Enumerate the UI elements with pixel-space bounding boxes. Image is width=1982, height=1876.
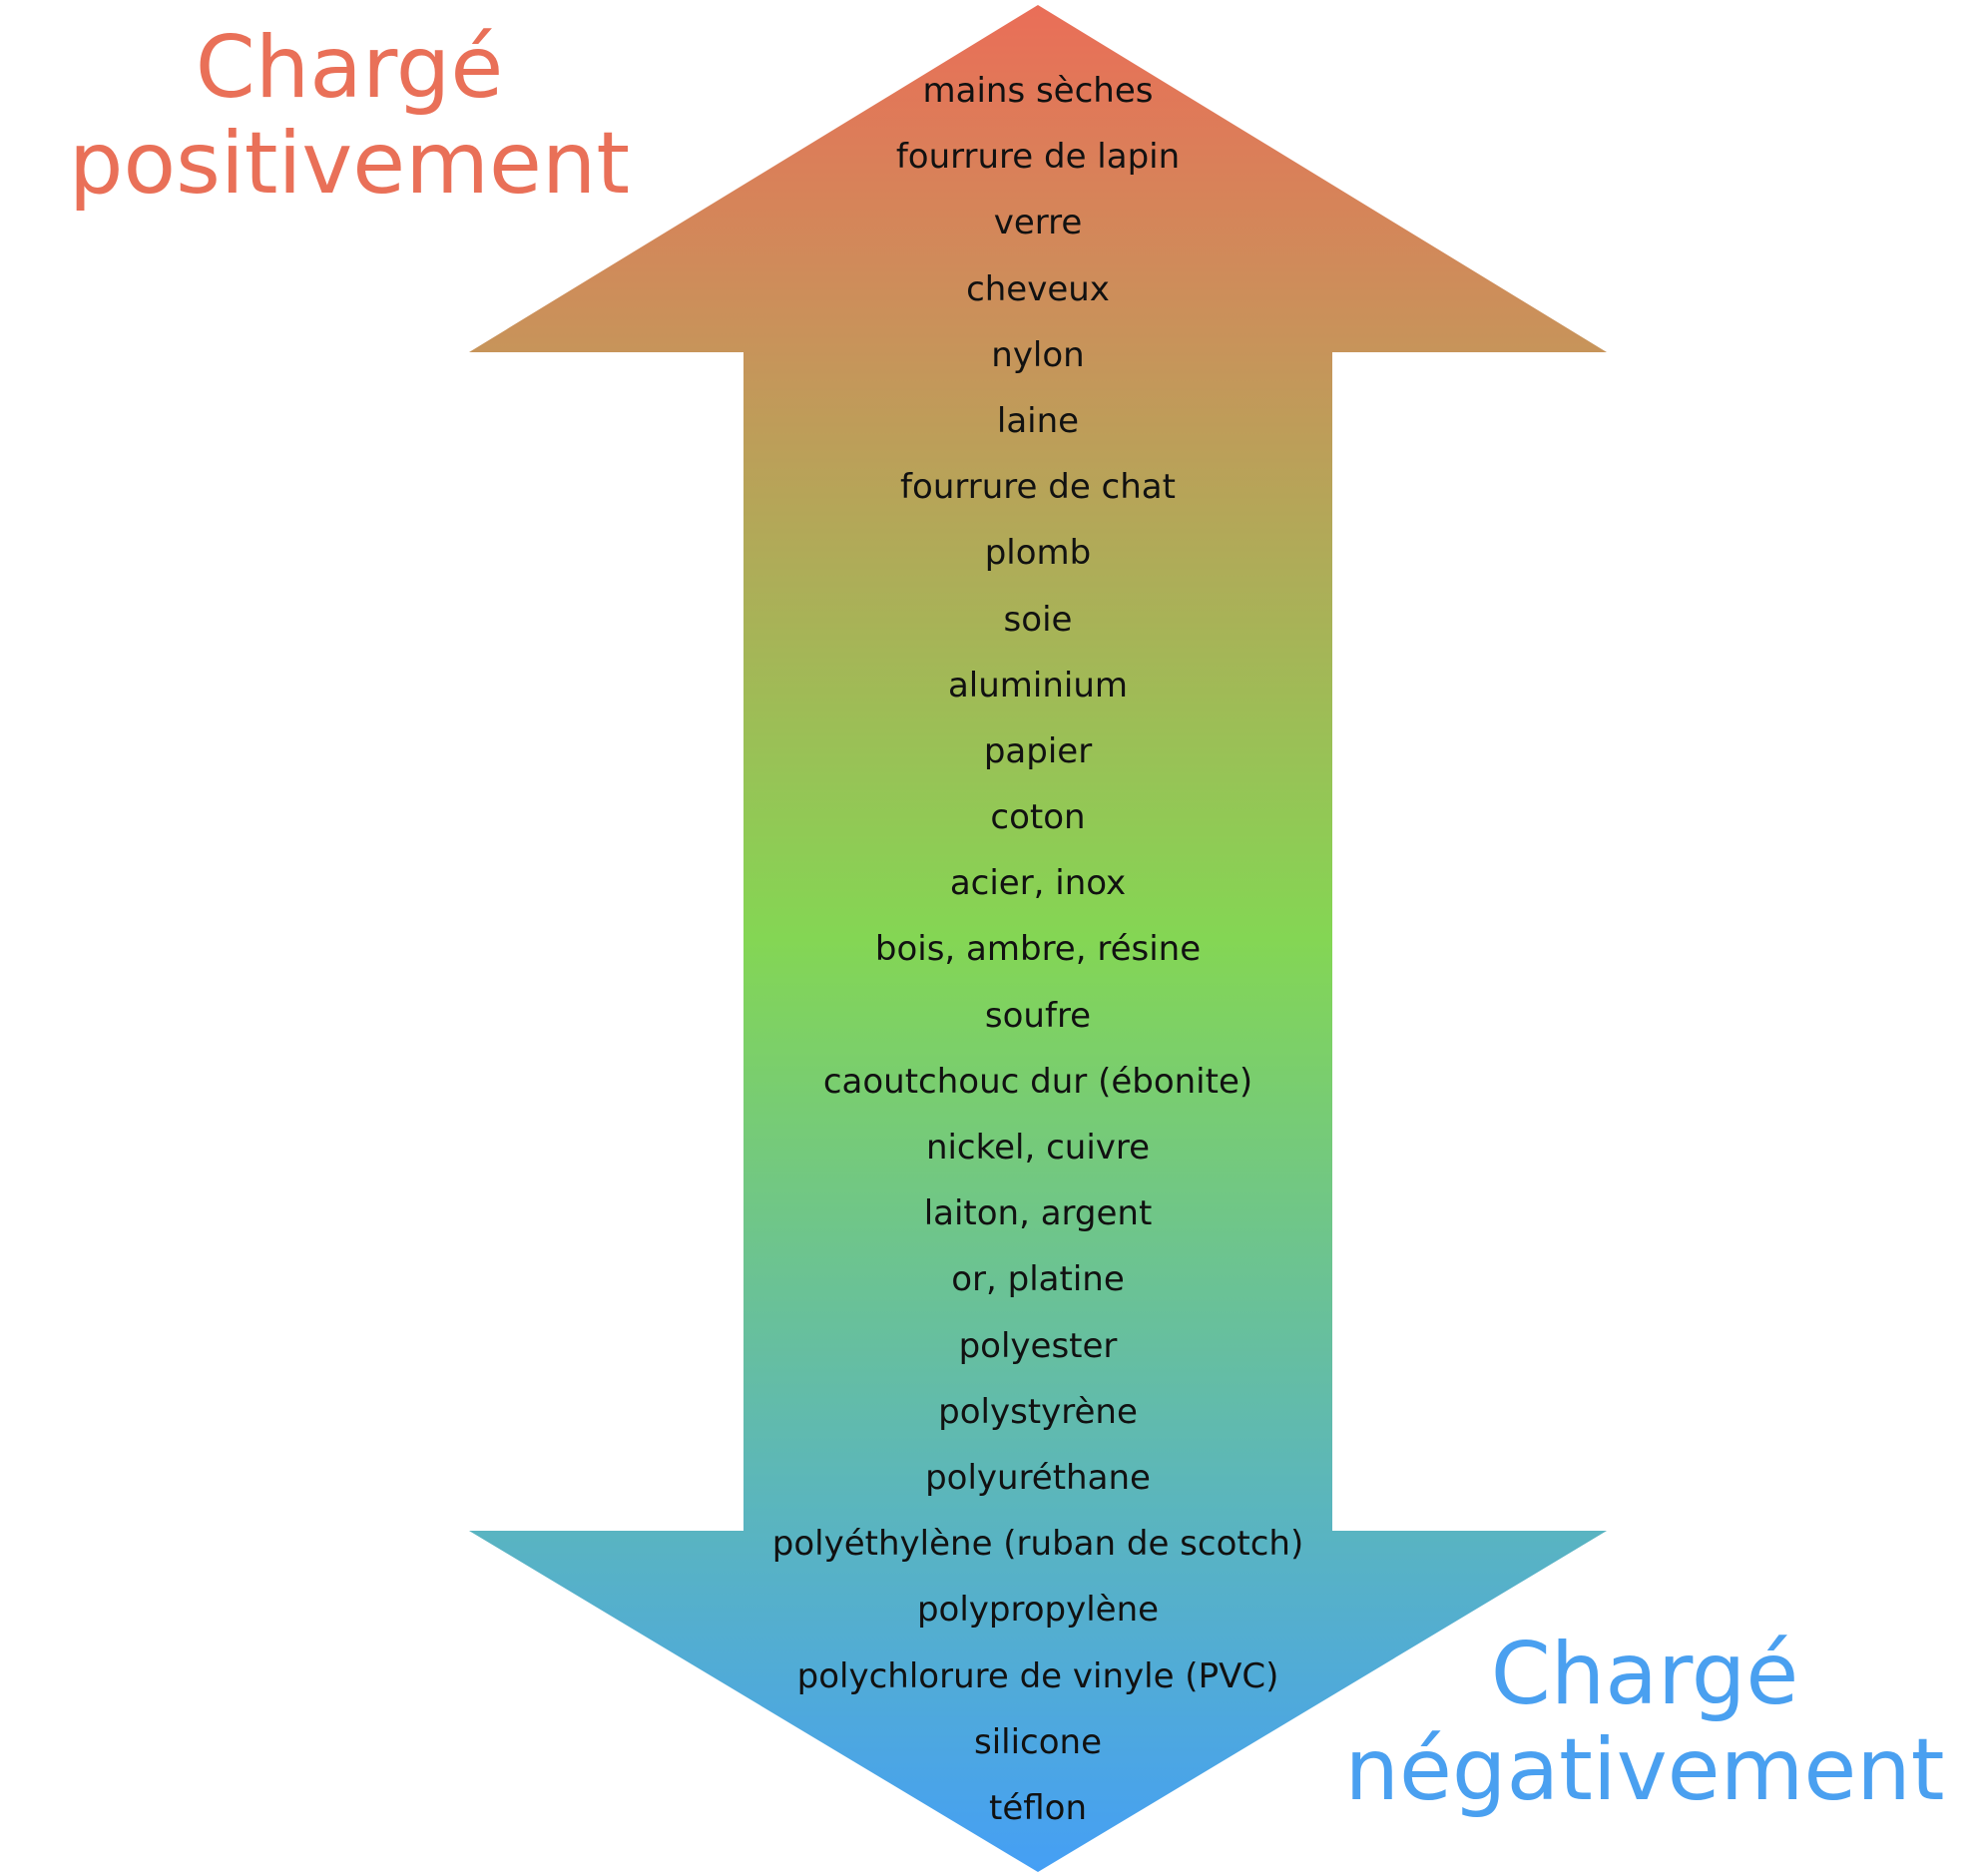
label-negatively-charged: Chargé négativement bbox=[1315, 1627, 1974, 1819]
list-item: polyéthylène (ruban de scotch) bbox=[771, 1524, 1304, 1565]
list-item: acier, inox bbox=[949, 863, 1127, 904]
list-item: téflon bbox=[988, 1787, 1087, 1828]
list-item: plomb bbox=[984, 533, 1092, 574]
arrow-shape bbox=[469, 5, 1607, 1872]
list-item: aluminium bbox=[947, 665, 1129, 705]
list-item: laiton, argent bbox=[923, 1193, 1153, 1234]
triboelectric-series-list: mains sèches fourrure de lapin verre che… bbox=[739, 58, 1337, 1841]
negative-label-line2: négativement bbox=[1344, 1720, 1945, 1821]
list-item: laine bbox=[996, 400, 1080, 441]
list-item: or, platine bbox=[951, 1259, 1125, 1300]
list-item: papier bbox=[983, 730, 1093, 771]
list-item: polypropylène bbox=[916, 1590, 1160, 1631]
list-item: cheveux bbox=[966, 268, 1110, 309]
list-item: caoutchouc dur (ébonite) bbox=[822, 1061, 1253, 1102]
list-item: polyester bbox=[958, 1325, 1118, 1366]
label-positively-charged: Chargé positivement bbox=[30, 20, 669, 213]
list-item: silicone bbox=[973, 1721, 1102, 1762]
list-item: soufre bbox=[984, 995, 1092, 1036]
list-item: mains sèches bbox=[922, 71, 1154, 111]
list-item: polystyrène bbox=[938, 1391, 1138, 1432]
positive-label-line1: Chargé bbox=[195, 18, 504, 118]
positive-label-line2: positivement bbox=[68, 114, 631, 215]
list-item: nickel, cuivre bbox=[925, 1128, 1151, 1168]
list-item: fourrure de chat bbox=[900, 467, 1176, 508]
list-item: nylon bbox=[991, 334, 1085, 375]
list-item: polychlorure de vinyle (PVC) bbox=[796, 1655, 1279, 1696]
list-item: soie bbox=[1003, 599, 1073, 640]
list-item: fourrure de lapin bbox=[895, 137, 1181, 178]
negative-label-line1: Chargé bbox=[1490, 1625, 1799, 1724]
list-item: verre bbox=[993, 203, 1083, 243]
list-item: coton bbox=[990, 797, 1086, 838]
list-item: polyuréthane bbox=[925, 1457, 1151, 1498]
list-item: bois, ambre, résine bbox=[874, 929, 1202, 970]
